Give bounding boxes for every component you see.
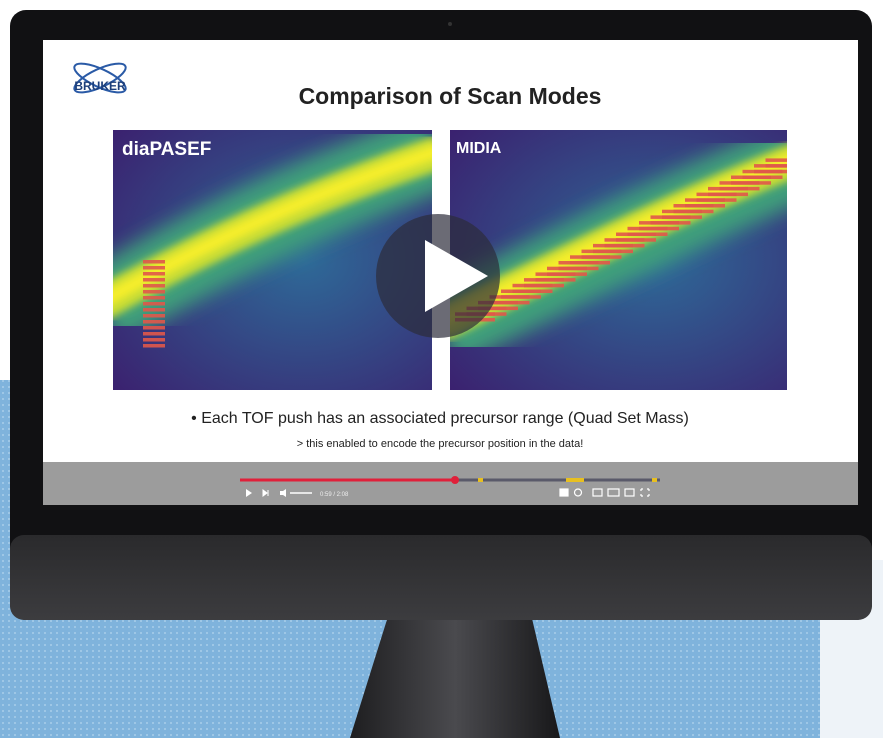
- isolation-window: [489, 300, 530, 305]
- isolation-window: [708, 192, 748, 197]
- isolation-window: [143, 326, 165, 330]
- isolation-window: [143, 278, 165, 282]
- isolation-window: [143, 272, 165, 276]
- isolation-window: [754, 169, 787, 174]
- isolation-window: [765, 158, 787, 162]
- isolation-window: [143, 296, 165, 300]
- panel-label: diaPASEF: [122, 139, 211, 160]
- isolation-window: [662, 215, 702, 219]
- dotted-backdrop: [0, 380, 820, 738]
- isolation-window: [535, 278, 576, 282]
- isolation-window: [143, 302, 165, 306]
- next-control[interactable]: [262, 489, 269, 497]
- isolation-window: [558, 266, 599, 271]
- isolation-window: [731, 181, 771, 185]
- isolation-window: [143, 290, 165, 294]
- player-bar: [43, 462, 858, 505]
- player-icons: [559, 488, 650, 497]
- isolation-window: [593, 249, 633, 254]
- isolation-window: [512, 289, 553, 293]
- progress-handle[interactable]: [451, 476, 459, 484]
- cast-control[interactable]: [624, 488, 635, 497]
- isolation-window: [143, 314, 165, 318]
- isolation-window: [696, 198, 737, 202]
- monitor-chin: [10, 535, 872, 620]
- isolation-window: [570, 261, 610, 265]
- monitor-stand: [350, 610, 560, 738]
- isolation-window: [143, 260, 165, 264]
- theater-control[interactable]: [607, 488, 620, 497]
- isolation-window: [143, 344, 165, 348]
- subtitles-control[interactable]: [559, 488, 569, 497]
- isolation-window: [673, 209, 714, 214]
- isolation-window: [742, 175, 783, 179]
- isolation-window: [765, 164, 787, 168]
- panel-label: MIDIA: [456, 140, 502, 157]
- isolation-window: [143, 320, 165, 324]
- miniplayer-control[interactable]: [592, 488, 603, 497]
- isolation-window: [581, 255, 622, 259]
- bullet-text: • Each TOF push has an associated precur…: [191, 410, 689, 427]
- isolation-window: [143, 284, 165, 288]
- isolation-window: [719, 186, 760, 191]
- slide-title: Comparison of Scan Modes: [299, 83, 602, 109]
- isolation-window: [547, 272, 587, 276]
- isolation-window: [616, 238, 656, 242]
- settings-control[interactable]: [573, 488, 583, 497]
- isolation-window: [143, 308, 165, 312]
- isolation-window: [685, 204, 725, 208]
- camera: [448, 22, 452, 26]
- isolation-window: [501, 295, 541, 299]
- isolation-window: [143, 332, 165, 336]
- volume-control[interactable]: [280, 489, 286, 497]
- isolation-window: [524, 283, 564, 288]
- isolation-window: [604, 243, 645, 248]
- heatmap-left: [113, 130, 432, 390]
- note-text: > this enabled to encode the precursor p…: [297, 438, 584, 450]
- isolation-window: [143, 266, 165, 270]
- isolation-window: [478, 306, 518, 311]
- play-control[interactable]: [246, 489, 252, 497]
- isolation-window: [627, 232, 668, 236]
- progress-marker: [566, 478, 584, 482]
- progress-marker: [652, 478, 657, 482]
- isolation-window: [650, 221, 691, 225]
- isolation-window: [143, 338, 165, 342]
- logo-text: BRUKER: [74, 79, 126, 93]
- logo: BRUKER: [73, 62, 127, 94]
- progress-marker: [478, 478, 483, 482]
- isolation-window: [639, 226, 679, 231]
- play-button[interactable]: [376, 214, 500, 338]
- fullscreen-control[interactable]: [640, 488, 650, 497]
- time-display: 0:59 / 2:08: [320, 492, 349, 498]
